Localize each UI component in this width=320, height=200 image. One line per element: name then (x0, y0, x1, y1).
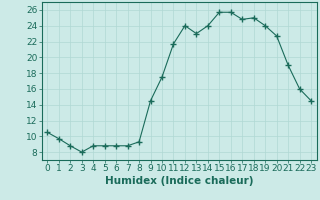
X-axis label: Humidex (Indice chaleur): Humidex (Indice chaleur) (105, 176, 253, 186)
